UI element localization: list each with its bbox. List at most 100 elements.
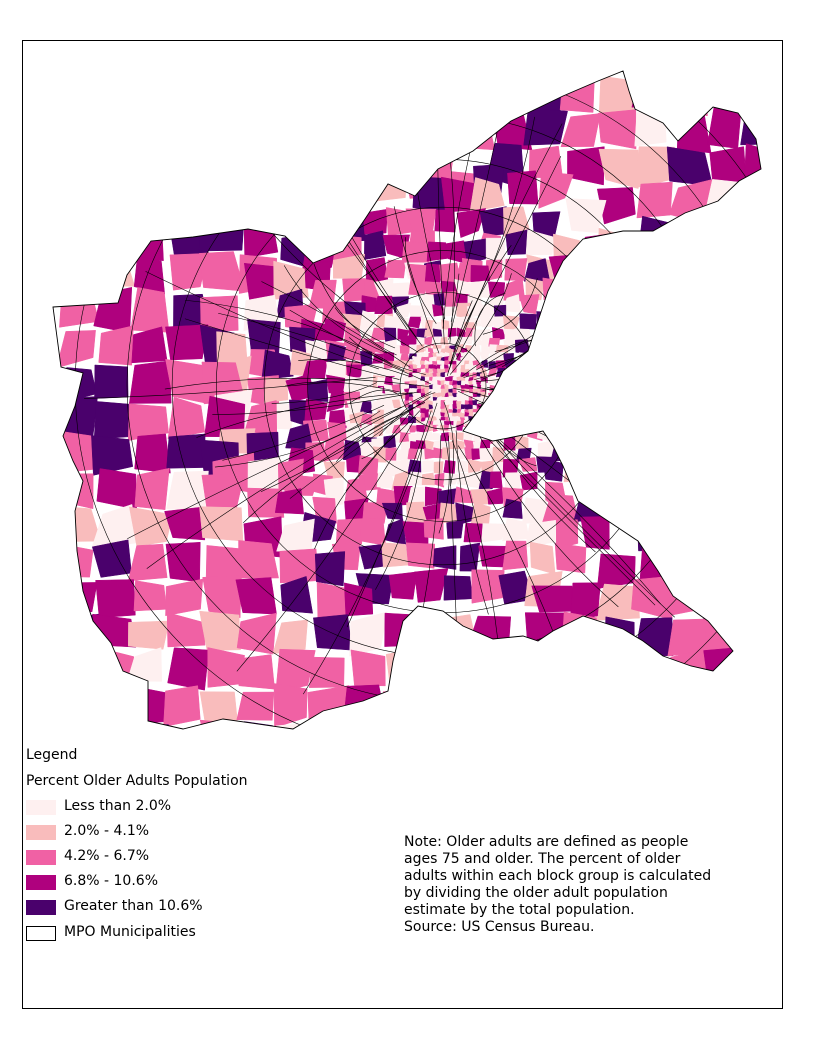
block-group-cell [98, 688, 133, 722]
block-group-cell [436, 400, 442, 406]
block-group-cell [275, 723, 314, 729]
municipality-boundary [346, 410, 432, 628]
block-group-cell [60, 682, 99, 729]
block-group-cell [165, 541, 201, 583]
block-group-cell [199, 144, 242, 187]
block-group-cell [428, 364, 434, 369]
block-group-cell [385, 110, 418, 149]
municipality-boundary [484, 426, 661, 605]
block-group-cell [200, 295, 239, 333]
block-group-cell [536, 326, 555, 347]
block-group-cell [344, 582, 374, 617]
block-group-cell [424, 263, 444, 283]
block-group-cell [632, 686, 671, 727]
block-group-cell [519, 294, 540, 315]
block-group-cell [236, 691, 275, 721]
block-group-cell [503, 415, 516, 429]
block-group-cell [524, 519, 556, 548]
block-group-cell [380, 689, 424, 727]
block-group-cell [739, 360, 761, 403]
block-group-cell [665, 427, 699, 456]
block-group-cell [497, 384, 505, 394]
municipality-boundary [454, 116, 535, 347]
block-group-cell [272, 619, 308, 655]
block-group-cell [479, 314, 495, 328]
municipality-boundary [261, 281, 411, 368]
block-group-cell [335, 518, 364, 545]
block-group-cell [521, 497, 547, 524]
block-group-cell [480, 408, 489, 416]
block-group-cell [455, 440, 466, 450]
block-group-cell [449, 381, 453, 386]
municipality-boundary [361, 410, 421, 459]
block-group-cell [235, 189, 278, 223]
block-group-cell [129, 147, 171, 187]
block-group-cell [470, 265, 491, 283]
block-group-cell [55, 114, 96, 151]
block-group-cell [550, 327, 573, 350]
municipality-boundary [127, 406, 402, 540]
block-group-cell [673, 215, 707, 260]
block-group-cell [740, 508, 761, 549]
block-group-cell [551, 344, 571, 363]
block-group-cell [502, 498, 523, 519]
block-group-cell [166, 433, 206, 469]
block-group-cell [498, 408, 507, 417]
block-group-cell [667, 685, 711, 729]
block-group-cell [443, 575, 473, 601]
block-group-cell [643, 346, 674, 382]
block-group-cell [384, 518, 407, 546]
block-group-cell [487, 407, 498, 418]
block-group-cell [424, 329, 435, 337]
block-group-cell [59, 287, 100, 328]
block-group-cell [703, 469, 749, 506]
municipality-boundary [469, 418, 619, 608]
block-group-cell [745, 684, 761, 727]
block-group-cell [59, 473, 94, 510]
block-group-cell [503, 367, 514, 380]
block-group-cell [452, 397, 457, 402]
block-group-cell [424, 439, 435, 451]
block-group-cell [96, 468, 137, 510]
block-group-cell [242, 721, 279, 729]
note-line: adults within each block group is calcul… [404, 868, 712, 884]
block-group-cell [350, 81, 389, 115]
block-group-cell [304, 398, 328, 421]
block-group-cell [663, 461, 700, 493]
block-group-cell [388, 571, 418, 600]
block-group-cell [704, 250, 745, 297]
block-group-cell [424, 405, 430, 410]
block-group-cell [563, 459, 589, 483]
block-group-cell [365, 257, 389, 284]
block-group-cell [524, 612, 568, 657]
block-group-cell [529, 541, 556, 575]
block-group-cell [92, 146, 127, 188]
note-line: by dividing the older adult population [404, 885, 668, 901]
block-group-cell [489, 471, 503, 489]
block-group-cell [553, 406, 571, 428]
legend-item-7-11: 6.8% - 10.6% [26, 873, 286, 892]
block-group-cell [440, 372, 446, 378]
legend-label: 4.2% - 6.7% [64, 848, 150, 864]
block-group-cell [636, 726, 676, 729]
block-group-cell [94, 364, 129, 399]
municipality-boundary [302, 402, 438, 695]
municipality-boundary [146, 391, 432, 569]
block-group-cell [422, 108, 458, 153]
block-group-cell [95, 719, 130, 729]
block-group-cell [383, 435, 396, 450]
block-group-cell [542, 297, 567, 324]
municipality-boundary [236, 420, 415, 672]
block-group-cell [744, 577, 761, 612]
block-group-cell [739, 613, 761, 654]
block-group-cell [57, 148, 101, 179]
block-group-cell [383, 399, 395, 410]
block-group-cell [406, 614, 443, 646]
block-group-cell [634, 112, 667, 147]
legend-swatch-boundary [26, 926, 56, 941]
block-group-cell [599, 683, 641, 723]
municipality-boundary [393, 206, 440, 354]
block-group-cell [412, 388, 418, 394]
block-group-cell [458, 649, 492, 693]
block-group-cell [407, 316, 422, 329]
